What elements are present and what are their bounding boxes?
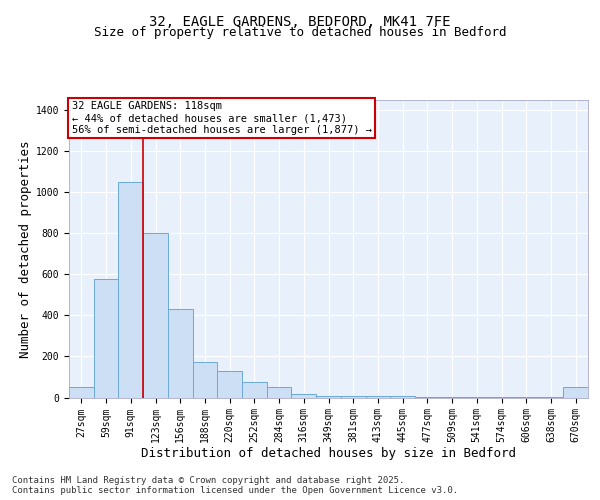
Bar — [168, 310, 193, 398]
Bar — [193, 362, 217, 398]
Bar — [292, 394, 316, 398]
Bar — [217, 371, 242, 398]
Text: 32 EAGLE GARDENS: 118sqm
← 44% of detached houses are smaller (1,473)
56% of sem: 32 EAGLE GARDENS: 118sqm ← 44% of detach… — [71, 102, 371, 134]
Bar — [390, 396, 415, 398]
X-axis label: Distribution of detached houses by size in Bedford: Distribution of detached houses by size … — [141, 446, 516, 460]
Y-axis label: Number of detached properties: Number of detached properties — [19, 140, 32, 358]
Bar — [440, 397, 464, 398]
Bar — [143, 234, 168, 398]
Bar — [94, 278, 118, 398]
Bar — [242, 382, 267, 398]
Bar — [341, 396, 365, 398]
Bar — [563, 387, 588, 398]
Text: Size of property relative to detached houses in Bedford: Size of property relative to detached ho… — [94, 26, 506, 39]
Bar — [267, 387, 292, 398]
Bar — [118, 182, 143, 398]
Bar — [365, 396, 390, 398]
Bar — [316, 396, 341, 398]
Text: 32, EAGLE GARDENS, BEDFORD, MK41 7FE: 32, EAGLE GARDENS, BEDFORD, MK41 7FE — [149, 15, 451, 29]
Bar — [69, 387, 94, 398]
Text: Contains HM Land Registry data © Crown copyright and database right 2025.
Contai: Contains HM Land Registry data © Crown c… — [12, 476, 458, 495]
Bar — [415, 397, 440, 398]
